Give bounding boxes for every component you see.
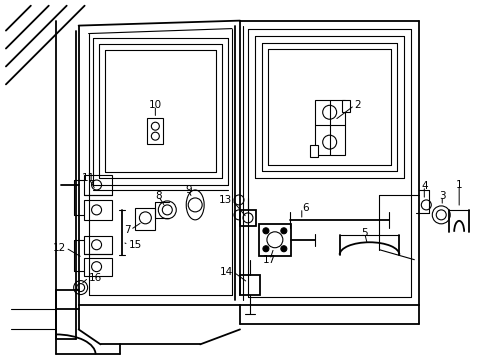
Text: 8: 8: [155, 191, 162, 201]
Bar: [240, 275, 260, 294]
Circle shape: [280, 246, 286, 252]
Bar: [83, 175, 111, 195]
Text: 10: 10: [148, 100, 162, 110]
Text: 3: 3: [438, 191, 445, 201]
Text: 13: 13: [218, 195, 232, 205]
Bar: [259, 224, 290, 256]
Bar: [135, 208, 155, 230]
Circle shape: [280, 228, 286, 234]
Text: 7: 7: [123, 225, 130, 235]
Bar: [147, 118, 163, 144]
Text: 11: 11: [82, 173, 95, 183]
Text: 1: 1: [455, 180, 462, 190]
Bar: [314, 100, 344, 155]
Text: 16: 16: [88, 273, 102, 283]
Bar: [341, 100, 349, 112]
Text: 17: 17: [263, 255, 276, 265]
Text: 2: 2: [354, 100, 361, 110]
Bar: [83, 200, 111, 220]
Text: 4: 4: [420, 181, 427, 191]
Text: 6: 6: [301, 203, 308, 213]
Ellipse shape: [186, 190, 203, 220]
Circle shape: [158, 201, 176, 219]
Circle shape: [74, 280, 87, 294]
Circle shape: [263, 228, 268, 234]
Bar: [83, 236, 111, 254]
Text: 12: 12: [52, 243, 65, 253]
Bar: [309, 145, 317, 157]
Text: 14: 14: [219, 267, 233, 276]
Bar: [83, 258, 111, 276]
Circle shape: [431, 206, 449, 224]
Text: 15: 15: [128, 240, 142, 250]
Bar: [240, 210, 255, 226]
Circle shape: [263, 246, 268, 252]
Text: 5: 5: [361, 228, 367, 238]
Text: 9: 9: [184, 185, 191, 195]
